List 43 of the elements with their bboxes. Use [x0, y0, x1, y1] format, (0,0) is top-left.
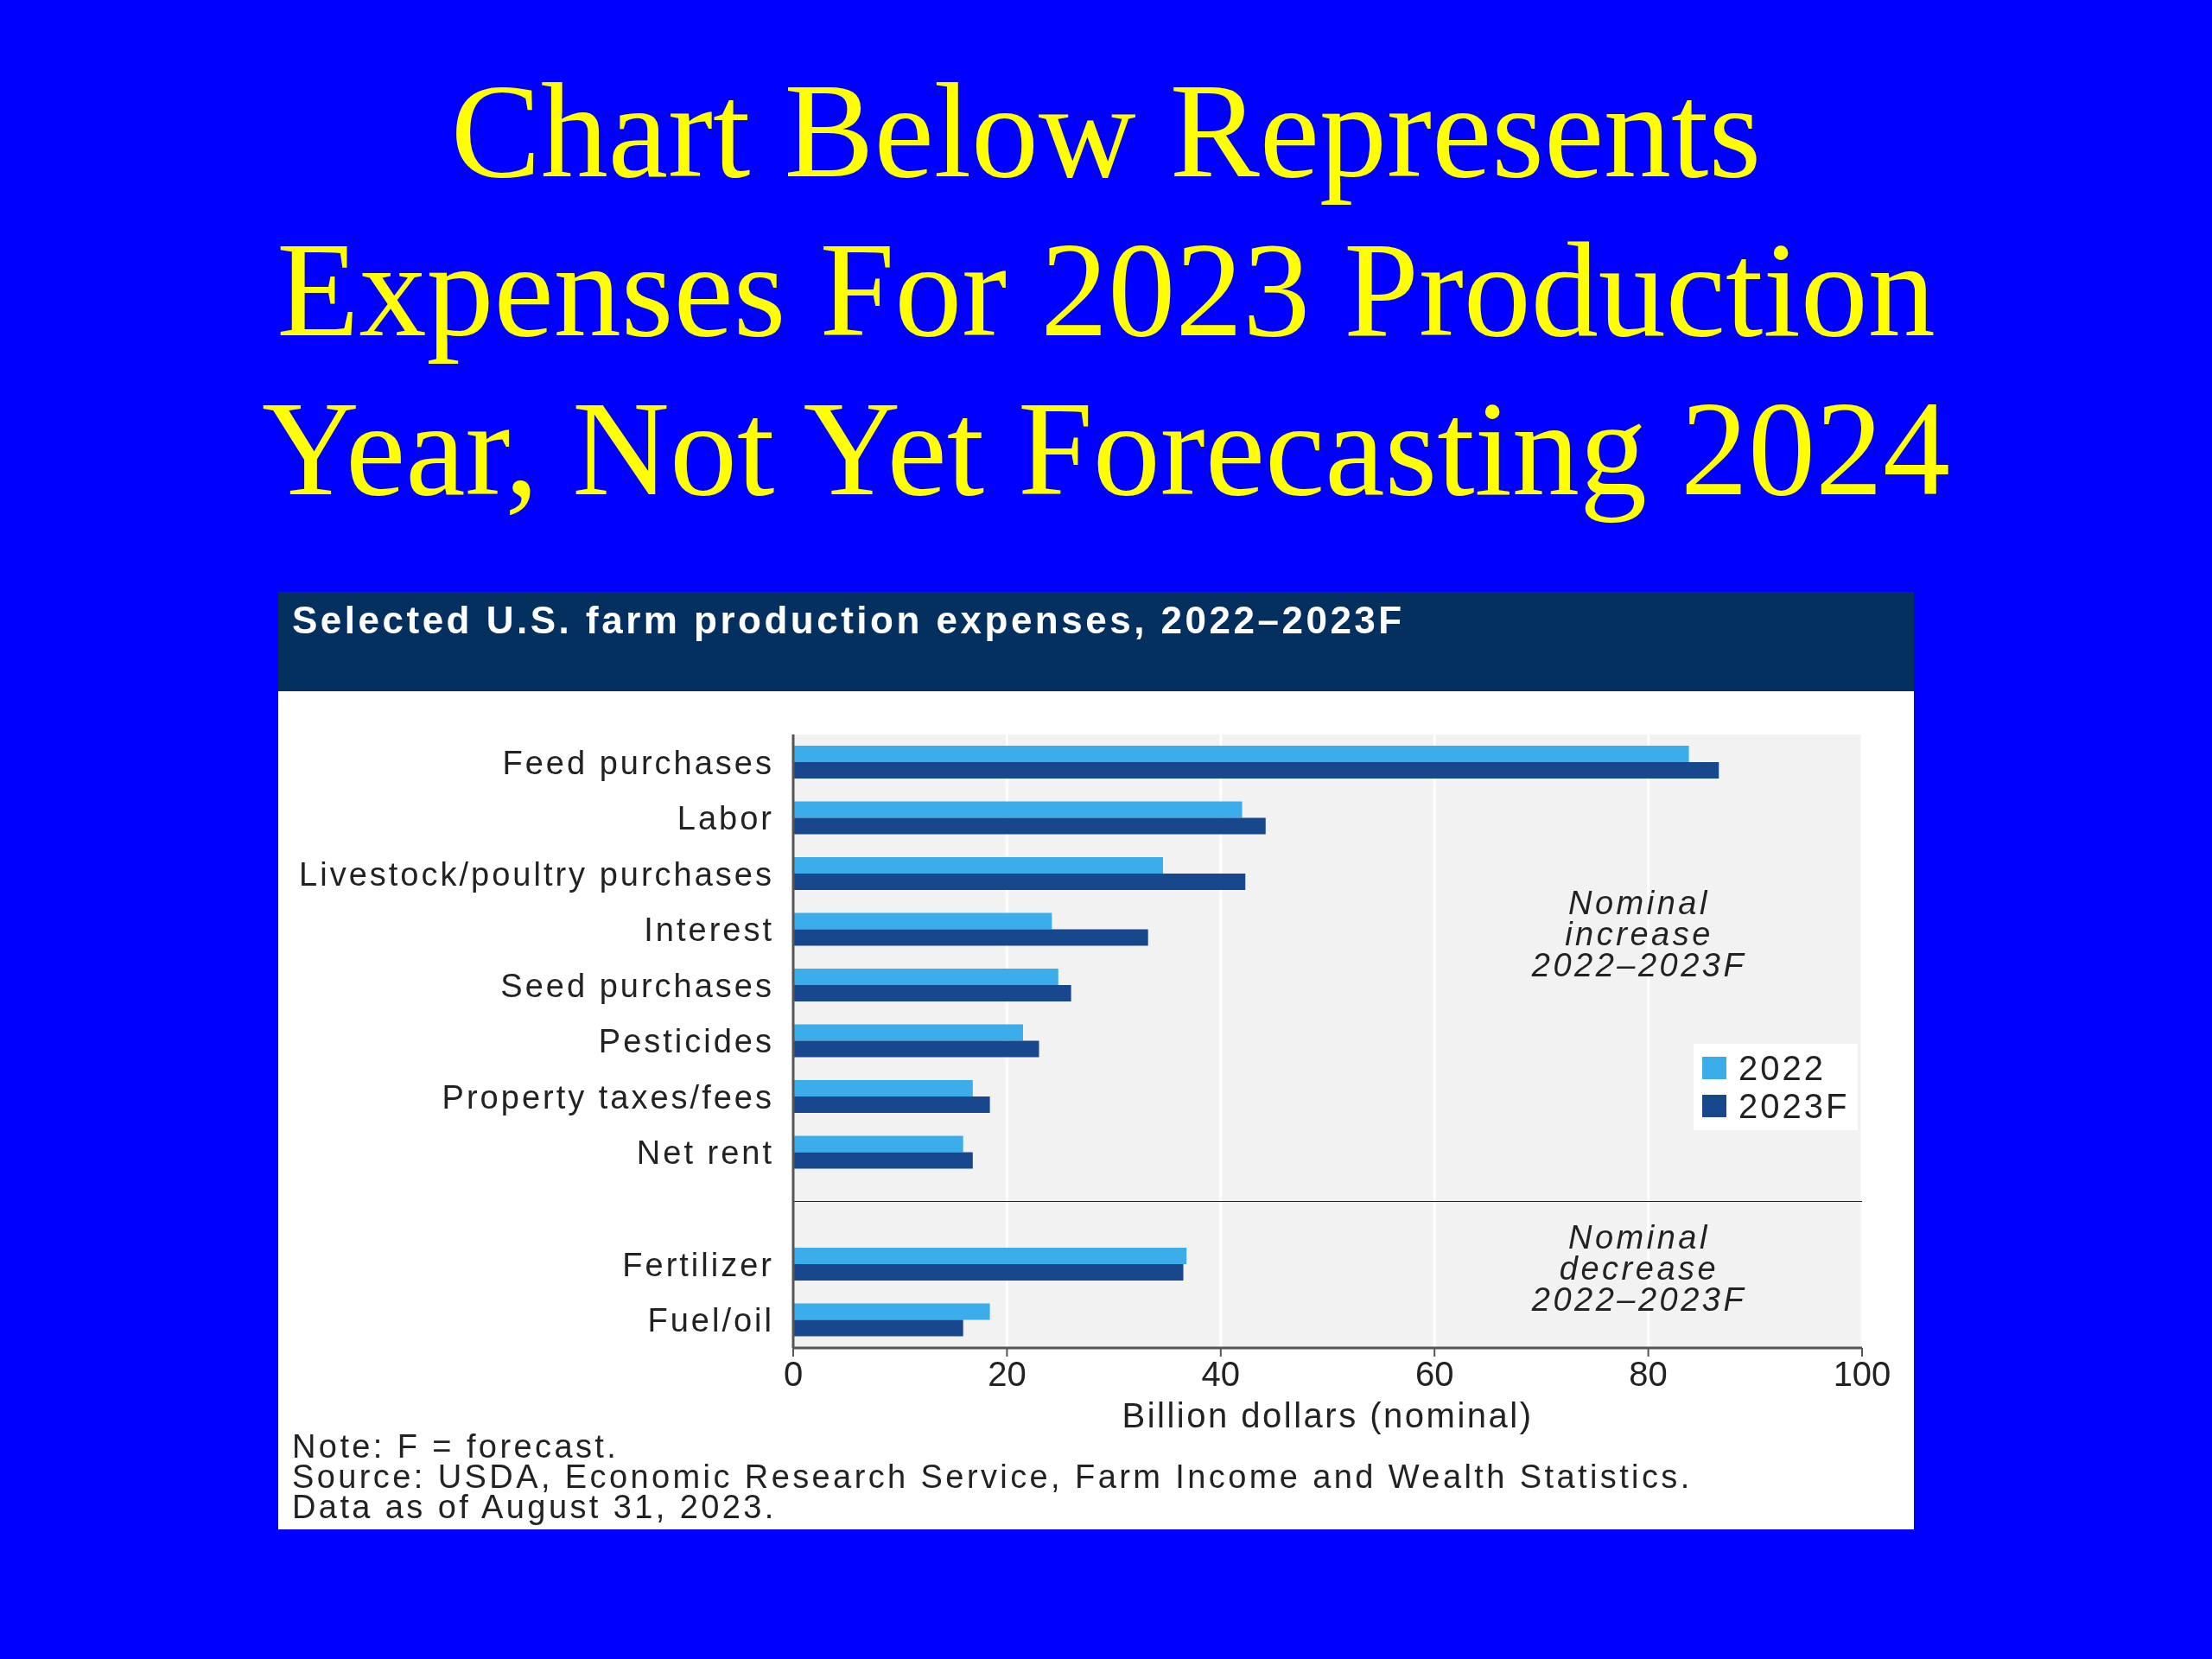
- bar: [793, 817, 1266, 835]
- y-tick-label: Seed purchases: [500, 967, 774, 1004]
- bar: [793, 1247, 1187, 1264]
- bar: [793, 984, 1071, 1001]
- y-tick-label: Pesticides: [598, 1023, 774, 1060]
- bar: [793, 1303, 990, 1320]
- legend-label: 2023F: [1738, 1087, 1850, 1125]
- x-tick-label: 40: [1201, 1355, 1241, 1394]
- bar: [793, 1319, 963, 1337]
- y-tick-label: Fuel/oil: [647, 1302, 774, 1339]
- bar: [793, 1135, 963, 1153]
- x-tick-label: 20: [988, 1355, 1027, 1394]
- x-tick-label: 0: [783, 1355, 804, 1394]
- annotation: Nominal increase 2022–2023F: [1530, 885, 1748, 983]
- bar: [793, 745, 1689, 762]
- y-tick-label: Property taxes/fees: [442, 1078, 774, 1116]
- bar: [793, 968, 1058, 985]
- y-tick-label: Livestock/poultry purchases: [299, 855, 774, 893]
- bar: [793, 856, 1163, 874]
- x-tick-label: 60: [1414, 1355, 1454, 1394]
- x-tick-label: 80: [1629, 1355, 1668, 1394]
- x-axis-title: Billion dollars (nominal): [1122, 1396, 1534, 1434]
- annotation: Nominal decrease 2022–2023F: [1530, 1219, 1748, 1318]
- bar: [793, 929, 1148, 946]
- y-tick-label: Net rent: [636, 1135, 774, 1172]
- y-tick-label: Fertilizer: [622, 1246, 774, 1283]
- chart-subtitle: Selected U.S. farm production expenses, 2022–2023F: [292, 599, 1405, 642]
- bar: [793, 1152, 973, 1169]
- chart-title: Chart Below Represents Expenses For 2023 Production Year, Not Yet Forecasting 2024: [261, 55, 1951, 525]
- bar: [793, 1040, 1039, 1058]
- legend-label: 2022: [1738, 1049, 1826, 1087]
- x-tick-label: 100: [1833, 1355, 1891, 1394]
- bar: [793, 761, 1719, 779]
- bar: [793, 912, 1052, 930]
- bar: [793, 1263, 1184, 1281]
- bar: [793, 801, 1243, 818]
- y-tick-label: Labor: [677, 800, 774, 837]
- bar: [793, 1024, 1023, 1041]
- bar: [793, 1079, 973, 1096]
- bar: [793, 1096, 990, 1113]
- y-tick-label: Interest: [644, 912, 774, 949]
- y-tick-label: Feed purchases: [502, 744, 774, 781]
- bar: [793, 873, 1246, 890]
